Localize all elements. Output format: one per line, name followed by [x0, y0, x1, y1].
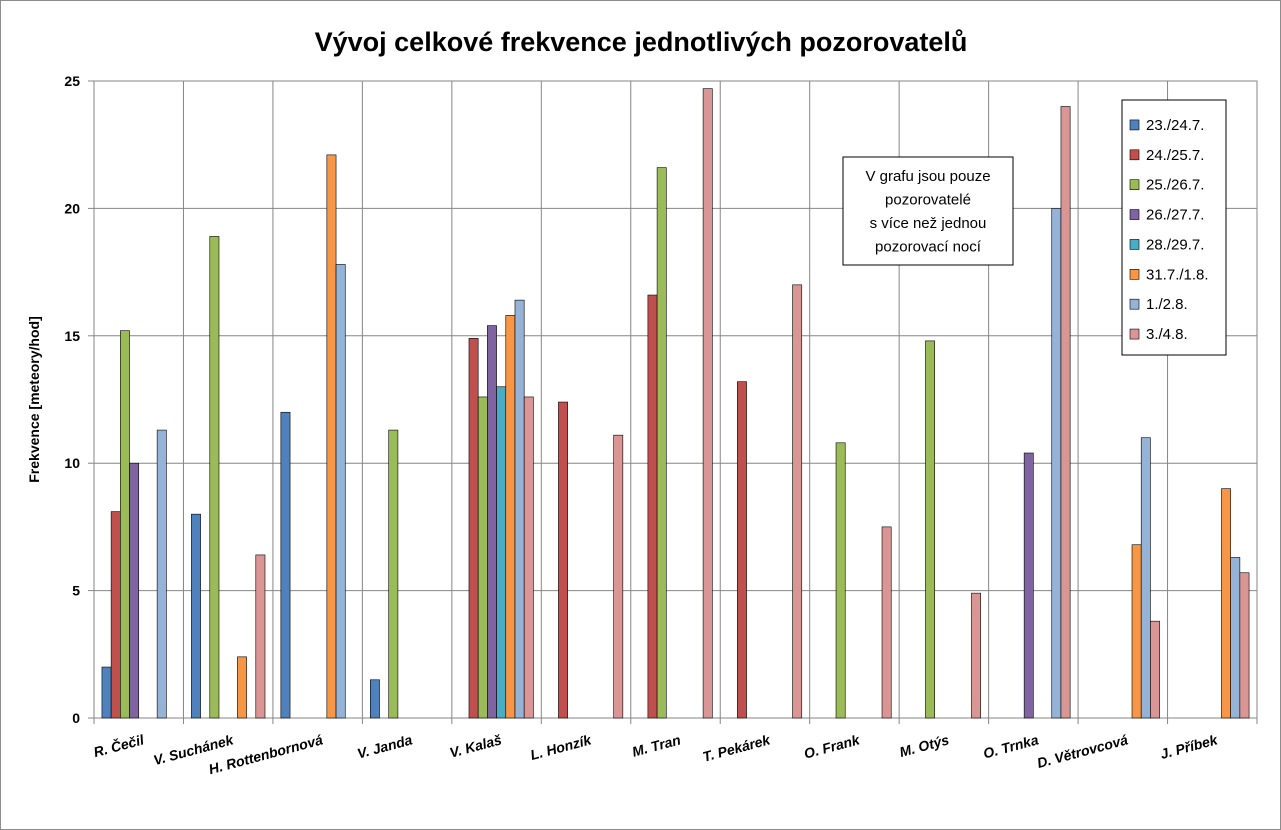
- legend-swatch: [1129, 119, 1140, 131]
- x-category-label: L. Honzík: [529, 731, 594, 763]
- bar: [514, 299, 525, 719]
- plot-border: [93, 80, 1258, 719]
- x-category-label: M. Otýs: [898, 731, 951, 760]
- y-tick-label: 20: [64, 200, 80, 216]
- bar: [1131, 544, 1142, 719]
- bar: [255, 554, 266, 719]
- bar: [209, 236, 220, 719]
- bar: [280, 411, 291, 719]
- x-category-label: J. Příbek: [1159, 731, 1221, 762]
- legend-label: 23./24.7.: [1146, 117, 1204, 134]
- bar: [1150, 620, 1160, 719]
- bar: [1230, 557, 1241, 719]
- legend-swatch: [1129, 298, 1140, 310]
- bar: [101, 666, 112, 719]
- x-category-label: T. Pekárek: [701, 731, 773, 765]
- bar: [925, 340, 935, 719]
- bar: [737, 381, 747, 719]
- x-category-label: D. Větrovcová: [1035, 731, 1130, 771]
- bar: [335, 264, 346, 719]
- bar: [326, 154, 337, 719]
- legend-swatch: [1129, 239, 1140, 250]
- bar: [613, 434, 624, 719]
- y-tick-label: 25: [64, 73, 80, 89]
- legend-swatch: [1129, 179, 1140, 190]
- y-axis-label: Frekvence [meteory/hod]: [26, 316, 42, 483]
- bar: [388, 429, 399, 719]
- x-category-label: R. Čečil: [91, 730, 146, 760]
- bar: [523, 396, 534, 719]
- bar: [656, 167, 667, 719]
- bar: [1051, 208, 1062, 719]
- bar: [156, 429, 167, 719]
- x-category-label: O. Trnka: [981, 731, 1040, 761]
- y-tick-label: 5: [72, 583, 80, 599]
- bar: [1239, 572, 1250, 719]
- bar: [558, 401, 568, 719]
- note-line: s více než jednou: [870, 215, 987, 232]
- bar: [792, 284, 803, 719]
- note-line: pozorovatelé: [885, 192, 971, 209]
- bar: [477, 396, 488, 719]
- bar: [971, 592, 981, 719]
- legend-label: 26./27.7.: [1146, 207, 1204, 224]
- x-category-label: V. Janda: [355, 731, 414, 761]
- note-line: pozorovací nocí: [875, 239, 982, 256]
- legend-swatch: [1129, 209, 1140, 220]
- note-box: [842, 156, 1014, 266]
- bar: [496, 386, 507, 719]
- y-tick-label: 0: [72, 710, 80, 726]
- bar: [129, 462, 140, 719]
- legend-swatch: [1129, 328, 1140, 340]
- legend-label: 28./29.7.: [1146, 236, 1204, 253]
- bar: [370, 679, 380, 719]
- bar: [120, 330, 130, 719]
- legend-label: 31.7./1.8.: [1146, 266, 1209, 283]
- chart-title: Vývoj celkové frekvence jednotlivých poz…: [315, 27, 968, 57]
- legend-swatch: [1129, 149, 1140, 161]
- legend-swatch: [1129, 269, 1140, 280]
- bar: [647, 294, 658, 719]
- bar: [487, 325, 497, 719]
- legend-label: 1./2.8.: [1146, 296, 1188, 313]
- bar: [237, 656, 247, 719]
- bar: [881, 526, 892, 719]
- bar: [191, 513, 201, 719]
- x-category-label: M. Tran: [630, 731, 682, 759]
- legend-label: 24./25.7.: [1146, 147, 1204, 164]
- bar: [1023, 452, 1034, 719]
- bar: [702, 88, 713, 719]
- bar: [1140, 437, 1151, 719]
- x-category-label: V. Kalaš: [448, 731, 504, 760]
- legend-box: [1121, 99, 1227, 356]
- bar: [110, 511, 121, 719]
- y-tick-label: 15: [64, 328, 80, 344]
- x-category-label: O. Frank: [802, 731, 862, 761]
- legend-label: 25./26.7.: [1146, 177, 1204, 194]
- y-tick-label: 10: [64, 455, 80, 471]
- legend-label: 3./4.8.: [1146, 326, 1188, 343]
- bar: [1221, 488, 1231, 719]
- bar: [505, 315, 516, 719]
- bar: [468, 338, 479, 719]
- bar: [1060, 106, 1071, 719]
- note-line: V grafu jsou pouze: [865, 168, 990, 185]
- bar: [835, 442, 846, 719]
